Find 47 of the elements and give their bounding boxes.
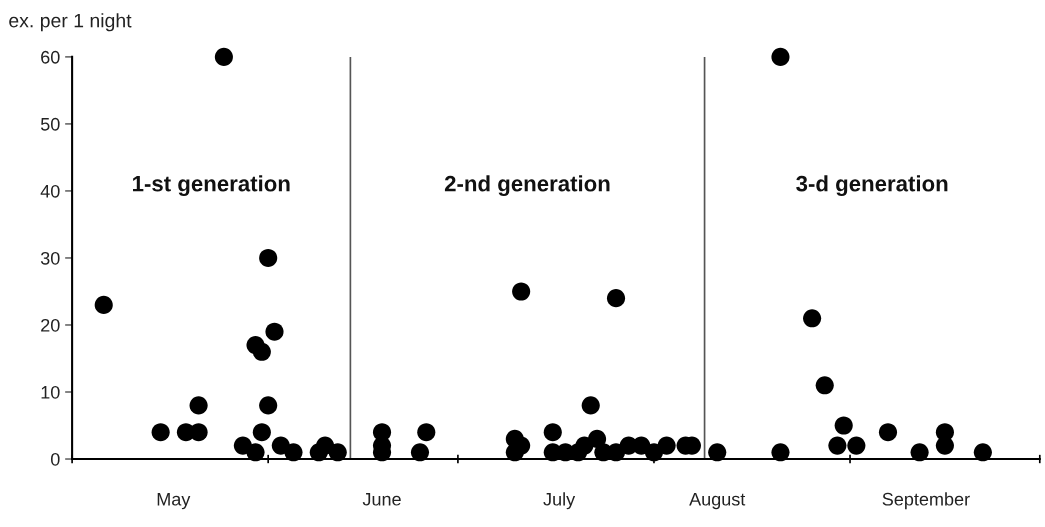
- point: [189, 396, 208, 415]
- point: [512, 282, 531, 301]
- point: [328, 443, 347, 462]
- point: [771, 443, 790, 462]
- point: [265, 322, 284, 341]
- point: [973, 443, 992, 462]
- y-axis-title: ex. per 1 night: [9, 13, 132, 32]
- point: [252, 423, 271, 442]
- point: [878, 423, 898, 442]
- x-tick-label: July: [543, 492, 576, 510]
- y-tick-label: 60: [41, 50, 60, 64]
- point: [94, 295, 113, 314]
- point: [834, 416, 853, 435]
- point: [588, 429, 607, 448]
- point: [151, 423, 170, 442]
- y-tick-label: 20: [41, 318, 60, 332]
- annotation: 1-st generation: [133, 175, 290, 196]
- point: [417, 423, 436, 442]
- point: [910, 443, 929, 462]
- x-tick-label: May: [157, 493, 191, 510]
- y-tick-label: 0: [50, 452, 60, 466]
- point: [708, 443, 727, 462]
- point: [252, 342, 271, 361]
- point: [815, 376, 834, 395]
- point: [410, 443, 430, 462]
- x-tick-label: August: [689, 493, 746, 510]
- y-tick-label: 50: [40, 117, 60, 131]
- point: [246, 443, 265, 462]
- y-tick-label: 30: [40, 251, 60, 265]
- point: [771, 47, 790, 66]
- y-tick-label: 40: [40, 184, 60, 198]
- point: [847, 436, 866, 455]
- annotation: 3-d generation: [796, 175, 948, 196]
- x-tick-label: September: [882, 492, 970, 510]
- point: [803, 309, 822, 328]
- point: [828, 436, 847, 455]
- point: [259, 396, 278, 415]
- point: [581, 396, 600, 415]
- point: [284, 443, 303, 462]
- point: [214, 47, 233, 66]
- annotation: 2-nd generation: [444, 175, 610, 196]
- point: [606, 289, 626, 308]
- point: [657, 436, 676, 455]
- point: [543, 423, 562, 442]
- point: [259, 248, 278, 268]
- x-tick-label: June: [362, 493, 401, 506]
- y-tick-label: 10: [41, 385, 60, 399]
